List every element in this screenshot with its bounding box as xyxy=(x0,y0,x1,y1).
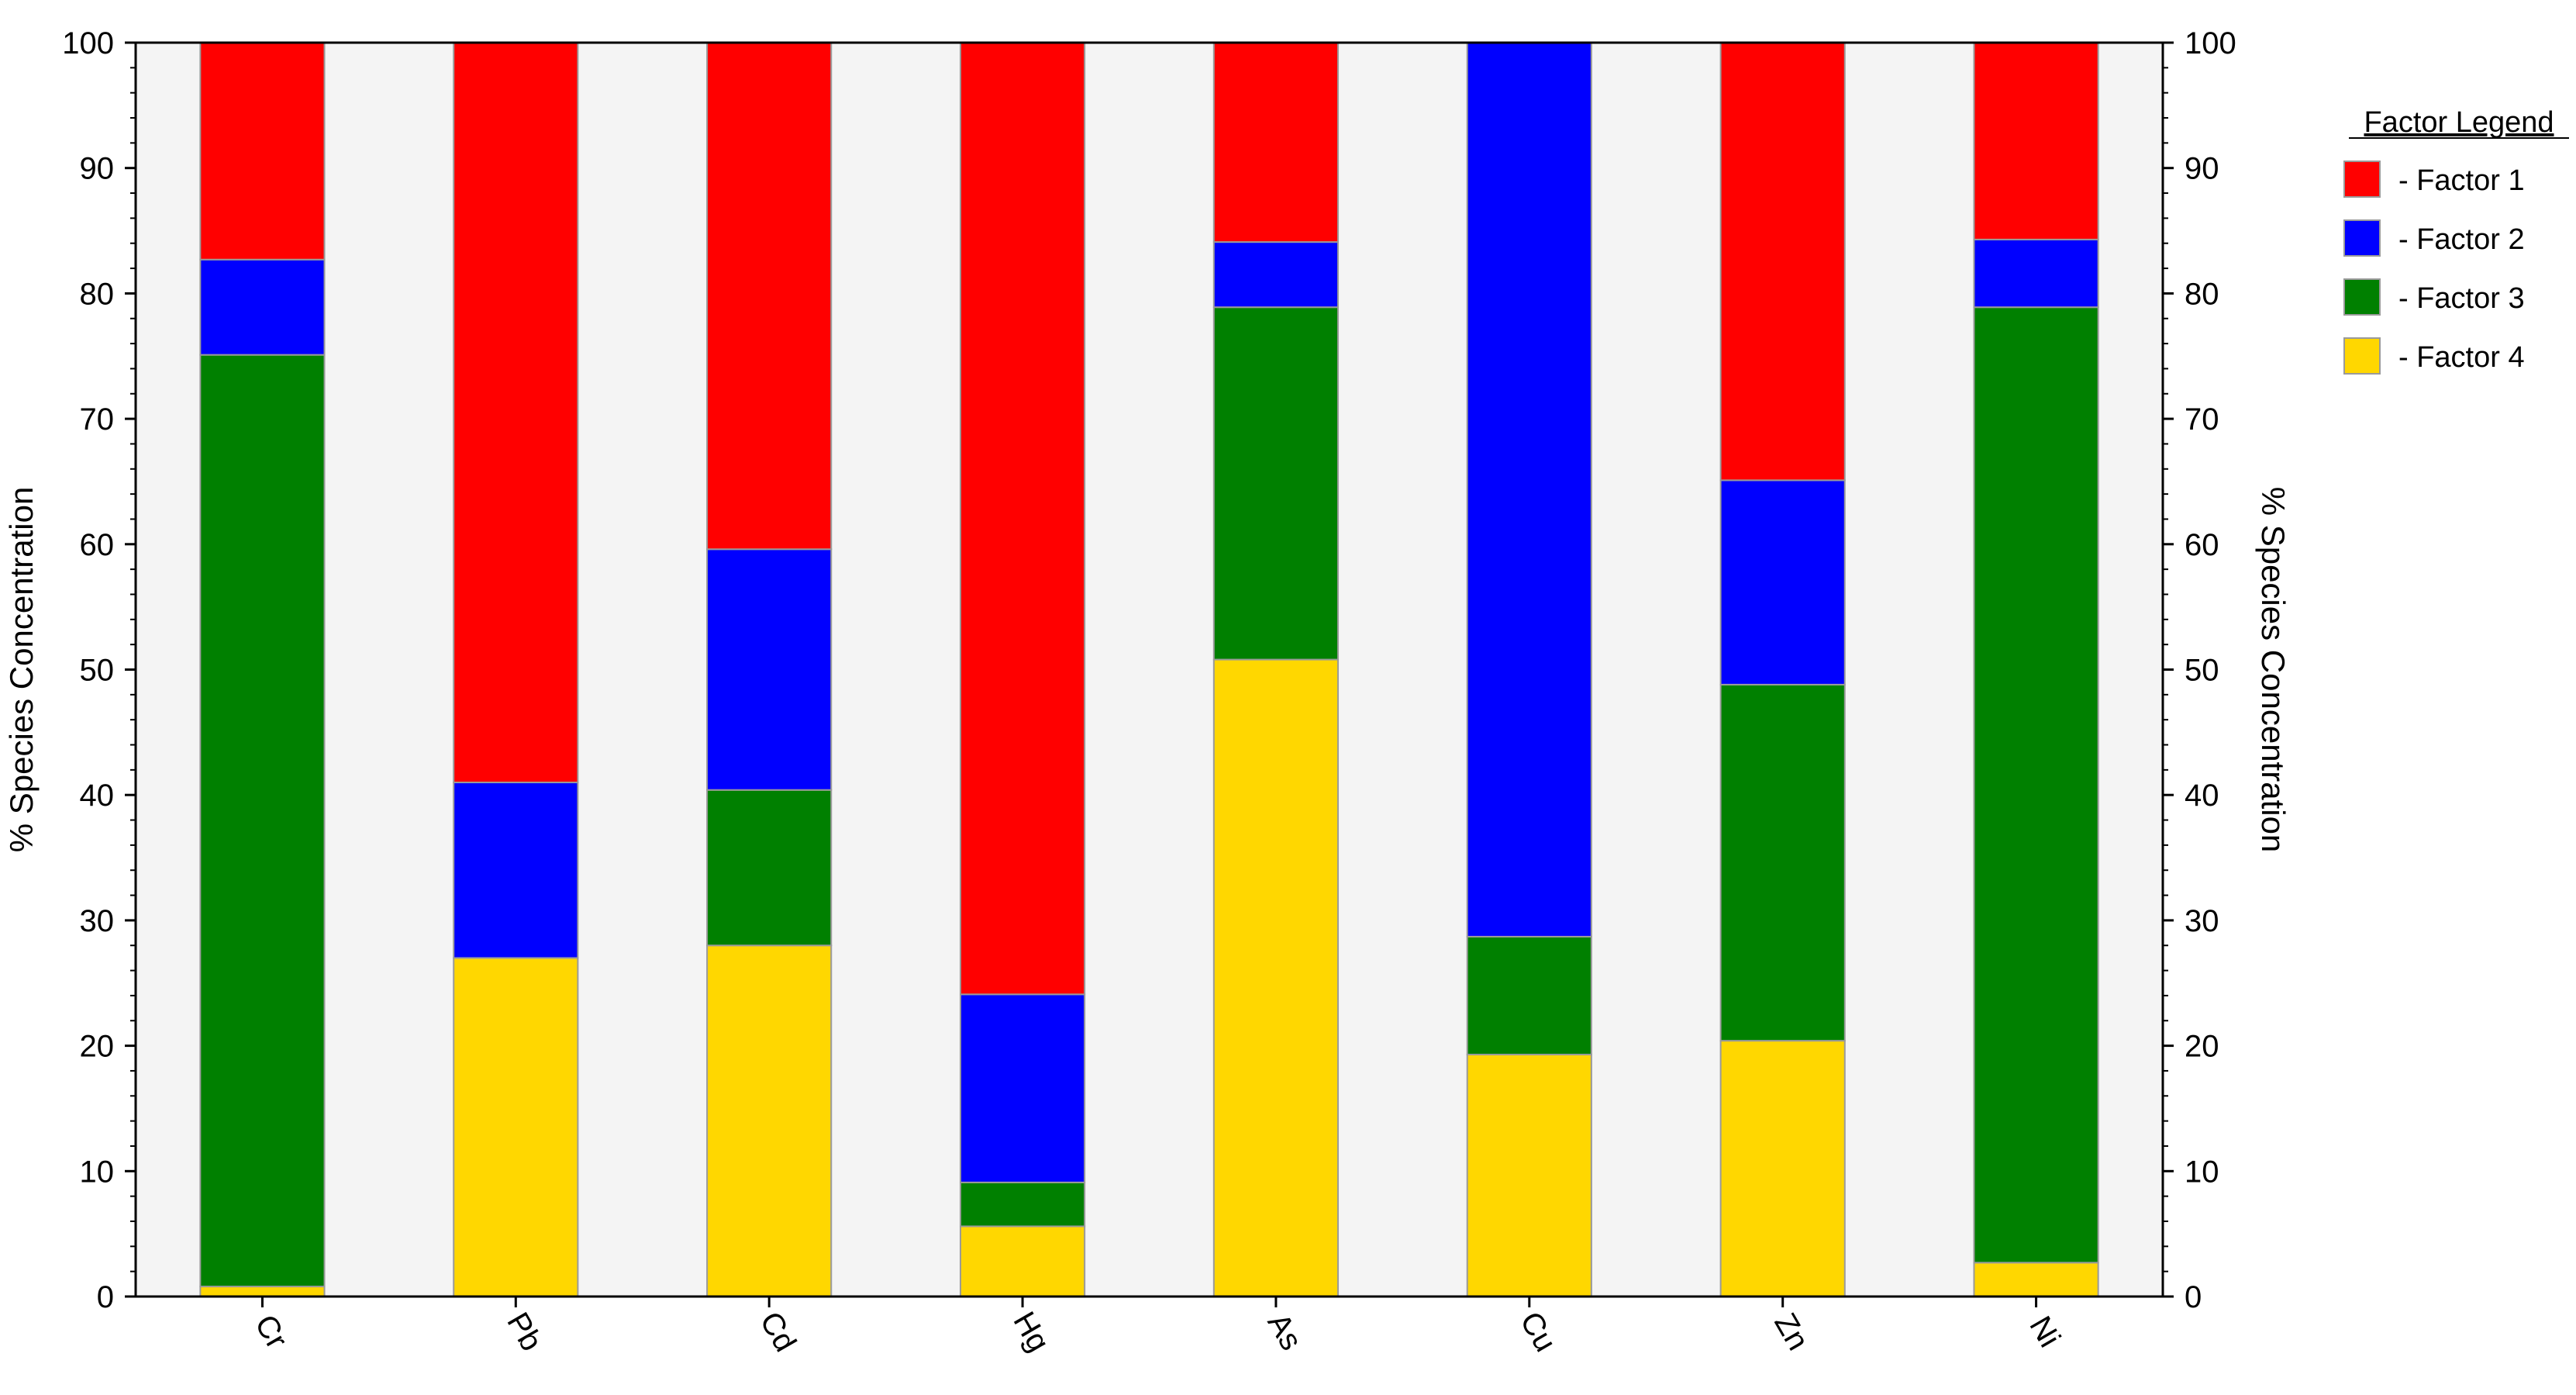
legend: Factor Legend - Factor 1 - Factor 2 - Fact… xyxy=(2343,106,2569,375)
y-tick-label-left: 100 xyxy=(62,26,114,60)
y-tick-label-left: 80 xyxy=(80,277,115,311)
x-tick-label-cu: Cu xyxy=(1513,1306,1563,1357)
y-tick-label-right: 0 xyxy=(2185,1280,2202,1314)
y-tick-label-right: 30 xyxy=(2185,904,2219,938)
bar-zn-factor-3 xyxy=(1719,683,1846,1042)
bar-cu-factor-3 xyxy=(1466,935,1592,1055)
plot-area xyxy=(136,43,2163,1297)
y-axis-left: 0 10 20 30 40 50 60 70 80 90 100 xyxy=(62,26,136,1314)
legend-swatch-factor-1 xyxy=(2343,161,2381,198)
legend-label-factor-3: - Factor 3 xyxy=(2398,282,2525,315)
legend-swatch-factor-3 xyxy=(2343,278,2381,316)
y-tick-label-right: 50 xyxy=(2185,654,2219,688)
bar-cr-factor-2 xyxy=(199,258,326,356)
bar-ni-factor-1 xyxy=(1973,42,2099,240)
y-tick-label-right: 60 xyxy=(2185,528,2219,562)
x-tick-label-cr: Cr xyxy=(248,1309,294,1355)
y-tick-label-right: 80 xyxy=(2185,277,2219,311)
y-tick-label-right: 20 xyxy=(2185,1030,2219,1064)
y-axis-title-left: % Species Concentration xyxy=(3,487,40,853)
bar-pb-factor-4 xyxy=(453,957,579,1298)
bar-cu-factor-2 xyxy=(1466,42,1592,937)
bar-as-factor-3 xyxy=(1212,306,1340,661)
bar-ni-factor-4 xyxy=(1973,1262,2099,1297)
x-tick-label-ni: Ni xyxy=(2023,1310,2067,1353)
y-tick-label-right: 100 xyxy=(2185,26,2236,60)
bar-ni-factor-2 xyxy=(1973,238,2099,309)
x-tick-label-as: As xyxy=(1260,1307,1308,1355)
y-tick-label-right: 70 xyxy=(2185,402,2219,437)
legend-label-factor-4: - Factor 4 xyxy=(2398,341,2525,374)
bar-cr-factor-4 xyxy=(199,1286,326,1297)
bar-cr-factor-1 xyxy=(199,42,326,261)
y-tick-label-left: 20 xyxy=(80,1030,115,1064)
y-tick-label-right: 40 xyxy=(2185,779,2219,813)
bar-cd-factor-3 xyxy=(706,789,833,947)
bar-hg-factor-4 xyxy=(959,1225,1086,1297)
legend-label-factor-1: - Factor 1 xyxy=(2398,164,2525,197)
legend-swatch-factor-2 xyxy=(2343,219,2381,257)
bar-cd-factor-4 xyxy=(706,944,833,1297)
y-tick-label-left: 0 xyxy=(97,1280,114,1314)
bar-cr-factor-3 xyxy=(199,354,326,1288)
bar-zn-factor-2 xyxy=(1719,479,1846,685)
bar-ni-factor-3 xyxy=(1973,306,2099,1264)
bar-cd-factor-1 xyxy=(706,42,833,551)
bar-as-factor-2 xyxy=(1212,241,1340,309)
bar-as-factor-4 xyxy=(1212,658,1340,1297)
y-tick-label-left: 50 xyxy=(80,654,115,688)
bar-as-factor-1 xyxy=(1212,42,1340,243)
bar-pb-factor-2 xyxy=(453,782,579,959)
y-axis-right: 0 10 20 30 40 50 60 70 80 90 100 xyxy=(2163,26,2236,1314)
bars-group xyxy=(199,42,2099,1298)
bar-zn-factor-1 xyxy=(1719,42,1846,482)
legend-swatch-factor-4 xyxy=(2343,337,2381,375)
y-tick-label-left: 90 xyxy=(80,152,115,186)
bar-cd-factor-2 xyxy=(706,548,833,791)
legend-title: Factor Legend xyxy=(2364,106,2554,139)
y-tick-label-left: 10 xyxy=(80,1155,115,1189)
bar-hg-factor-1 xyxy=(959,42,1086,996)
legend-label-factor-2: - Factor 2 xyxy=(2398,223,2525,256)
x-axis: Cr Pb Cd Hg As Cu Zn Ni xyxy=(248,1297,2067,1358)
y-axis-title-right: % Species Concentration xyxy=(2255,487,2292,853)
bar-cu-factor-4 xyxy=(1466,1053,1592,1297)
bar-pb-factor-1 xyxy=(453,42,579,784)
x-tick-label-hg: Hg xyxy=(1006,1306,1056,1357)
y-tick-label-left: 40 xyxy=(80,779,115,813)
y-tick-label-left: 70 xyxy=(80,402,115,437)
x-tick-label-pb: Pb xyxy=(500,1307,549,1356)
bar-hg-factor-3 xyxy=(959,1181,1086,1228)
y-tick-label-left: 60 xyxy=(80,528,115,562)
y-tick-label-right: 90 xyxy=(2185,152,2219,186)
y-tick-label-left: 30 xyxy=(80,904,115,938)
x-tick-label-zn: Zn xyxy=(1767,1307,1815,1355)
bar-hg-factor-2 xyxy=(959,993,1086,1183)
x-tick-label-cd: Cd xyxy=(753,1306,803,1357)
bar-zn-factor-4 xyxy=(1719,1040,1846,1297)
y-tick-label-right: 10 xyxy=(2185,1155,2219,1189)
